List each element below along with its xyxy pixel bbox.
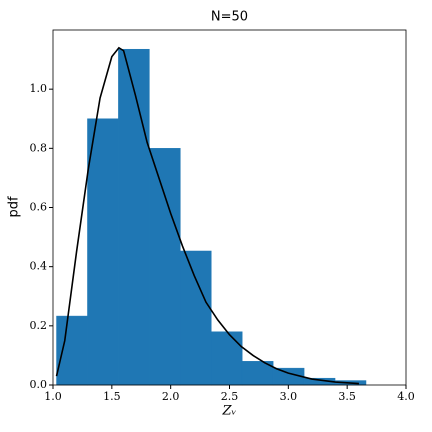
chart-title: N=50: [211, 10, 248, 25]
bar: [180, 250, 212, 386]
bar: [118, 48, 150, 386]
y-axis-label: pdf: [7, 196, 22, 218]
bar: [149, 148, 181, 386]
x-tick-label: 2.5: [221, 390, 239, 403]
y-tick-label: 1.0: [30, 82, 48, 95]
x-tick-label: 1.0: [44, 390, 62, 403]
y-tick-label: 0.0: [30, 378, 48, 391]
y-tick-label: 0.2: [30, 319, 48, 332]
y-tick-label: 0.6: [30, 201, 48, 214]
density-curve: [55, 46, 359, 385]
y-tick-label: 0.4: [30, 260, 48, 273]
x-tick-label: 3.5: [338, 390, 356, 403]
bar: [211, 331, 243, 386]
bar: [87, 118, 119, 386]
bar: [56, 315, 88, 386]
x-tick-label: 3.0: [280, 390, 298, 403]
x-axis-label: Zᵥ: [222, 404, 237, 419]
x-tick-label: 1.5: [103, 390, 121, 403]
y-tick-label: 0.8: [30, 141, 48, 154]
x-tick-label: 2.0: [162, 390, 180, 403]
x-tick-label: 4.0: [397, 390, 415, 403]
